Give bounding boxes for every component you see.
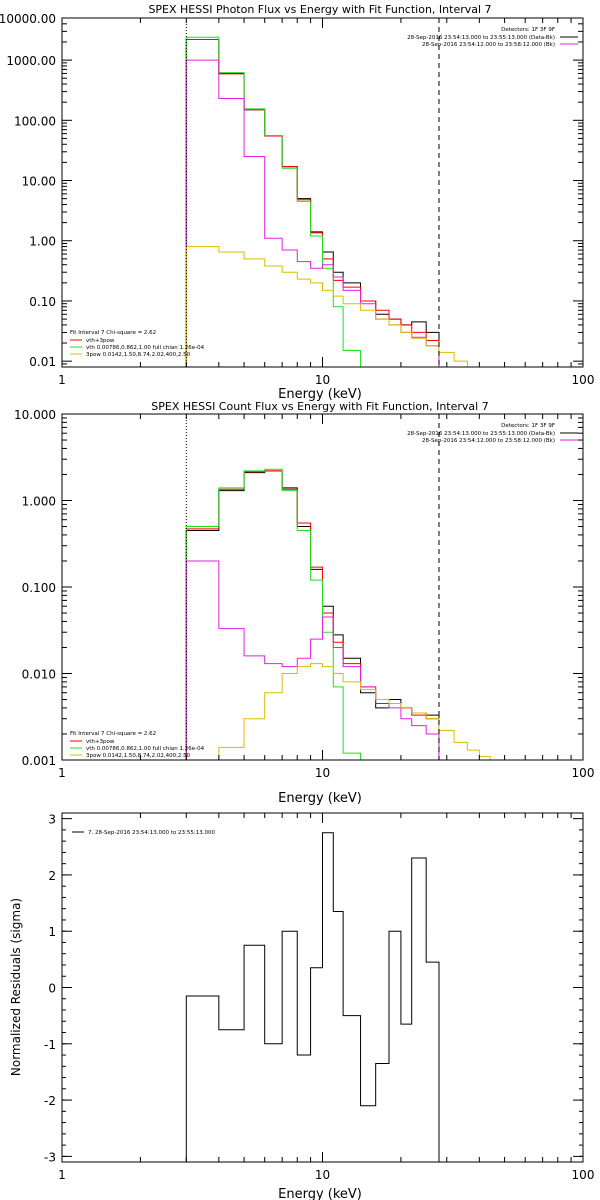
y-tick-label: -3 — [44, 1150, 56, 1164]
panel2-xlabel: Energy (keV) — [278, 791, 362, 806]
panel3-frame — [61, 812, 584, 1163]
series-green-histogram — [185, 468, 376, 761]
panel2-legend-top-entry: 28-Sep-2016 23:54:13.000 to 23:55:13.000… — [407, 431, 555, 437]
series-yellow-histogram — [186, 663, 500, 761]
x-tick-label: 10 — [315, 1168, 330, 1182]
panel2-legend-bottom-header: Fit Interval 7 Chi-square = 2.62 — [70, 731, 156, 737]
y-tick-label: 3 — [48, 813, 56, 827]
x-tick-label: 1 — [58, 373, 66, 387]
panel1-vlines — [185, 18, 440, 367]
y-tick-label: 1 — [48, 925, 56, 939]
y-tick-label: -2 — [44, 1094, 56, 1108]
panel1-detectors: Detectors: 1F 3F 9F — [501, 27, 555, 33]
panel3-xlabel: Energy (keV) — [278, 1187, 362, 1200]
panel2-axes: 1 10 100 10.000 1.000 0.100 0.010 0.001 — [14, 408, 594, 780]
panel2-legend-top-entry: 28-Sep-2016 23:54:12.000 to 23:58:12.000… — [422, 438, 555, 444]
x-tick-label: 100 — [572, 373, 595, 387]
x-tick-label: 10 — [315, 373, 330, 387]
panel1-legend-entry: 3pow 0.0142,1.50,8.74,2.02,400,2.50 — [86, 352, 191, 358]
panel2-legend-entry: vth 0.00786,0.862,1.00 full chian 1.26e-… — [86, 746, 205, 752]
panel1-legend-top-entry: 28-Sep-2016 23:54:13.000 to 23:55:13.000… — [407, 35, 555, 41]
panel3-legend-entry: 7. 28-Sep-2016 23:54:13.000 to 23:55:13.… — [88, 830, 215, 836]
x-tick-label: 100 — [572, 766, 595, 780]
y-tick-label: 0.100 — [22, 581, 56, 595]
panel1-xlabel: Energy (keV) — [278, 387, 362, 402]
panel1-frame — [61, 17, 584, 368]
series-black-histogram — [185, 832, 440, 1162]
panel1-legend-bottom: Fit Interval 7 Chi-square = 2.62 vth+3po… — [70, 330, 205, 358]
panel2-legend-entry: 3pow 0.0142,1.50,8.74,2.02,400,2.50 — [86, 753, 191, 759]
panel1-legend-entry: vth+3pow — [86, 338, 115, 344]
series-green-histogram — [185, 36, 376, 368]
x-tick-label: 1 — [58, 766, 66, 780]
panel1-title: SPEX HESSI Photon Flux vs Energy with Fi… — [148, 3, 491, 16]
y-tick-label: 0 — [48, 982, 56, 996]
panel2-vlines — [185, 414, 440, 760]
x-tick-label: 100 — [572, 1168, 595, 1182]
y-tick-label: 2 — [48, 869, 56, 883]
panel3-legend-top: 7. 28-Sep-2016 23:54:13.000 to 23:55:13.… — [72, 830, 215, 836]
y-tick-label: 0.01 — [29, 355, 56, 369]
y-tick-label: 10000.00 — [0, 12, 56, 26]
panel3-ylabel: Normalized Residuals (sigma) — [9, 898, 23, 1076]
photon-flux-panel: SPEX HESSI Photon Flux vs Energy with Fi… — [0, 3, 594, 402]
y-tick-label: 100.00 — [14, 114, 56, 128]
panel1-legend-top: 28-Sep-2016 23:54:13.000 to 23:55:13.000… — [407, 35, 578, 48]
y-tick-label: 0.010 — [22, 668, 56, 682]
series-red-histogram — [185, 38, 440, 367]
y-tick-label: 1000.00 — [6, 54, 56, 68]
y-tick-label: 10.00 — [22, 175, 56, 189]
series-black-histogram — [185, 38, 440, 367]
panel1-legend-top-entry: 28-Sep-2016 23:54:12.000 to 23:58:12.000… — [422, 42, 555, 48]
y-tick-label: 1.000 — [22, 495, 56, 509]
panel2-series-group — [185, 468, 500, 761]
x-tick-label: 10 — [315, 766, 330, 780]
y-tick-label: -1 — [44, 1038, 56, 1052]
y-tick-label: 0.001 — [22, 754, 56, 768]
panel2-detectors: Detectors: 1F 3F 9F — [501, 423, 555, 429]
panel3-series-group — [185, 832, 440, 1162]
panel2-frame — [61, 413, 584, 761]
count-flux-panel: SPEX HESSI Count Flux vs Energy with Fit… — [14, 400, 594, 806]
y-tick-label: 1.00 — [29, 235, 56, 249]
panel2-legend-entry: vth+3pow — [86, 739, 115, 745]
series-magenta-histogram — [185, 560, 440, 760]
panel2-legend-top: 28-Sep-2016 23:54:13.000 to 23:55:13.000… — [407, 431, 578, 444]
panel1-axes: 1 10 100 10000.00 1000.00 100.00 10.00 1.00 0.10… — [0, 12, 594, 387]
panel1-series-group — [185, 36, 468, 368]
panel1-legend-bottom-header: Fit Interval 7 Chi-square = 2.62 — [70, 330, 156, 336]
panel2-title: SPEX HESSI Count Flux vs Energy with Fit… — [151, 400, 488, 413]
panel1-legend-entry: vth 0.00786,0.862,1.00 full chian 1.26e-… — [86, 345, 205, 351]
y-tick-label: 0.10 — [29, 295, 56, 309]
y-tick-label: 10.000 — [14, 408, 56, 422]
series-yellow-histogram — [185, 246, 468, 367]
x-tick-label: 1 — [58, 1168, 66, 1182]
panel2-legend-bottom: Fit Interval 7 Chi-square = 2.62 vth+3po… — [70, 731, 205, 759]
